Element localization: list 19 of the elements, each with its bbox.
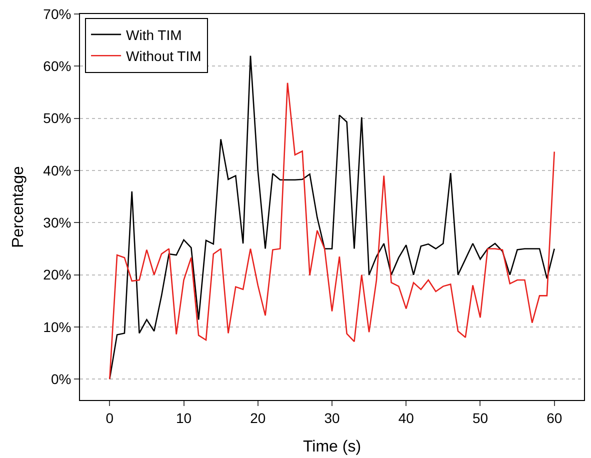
- y-tick-label: 50%: [43, 110, 72, 126]
- x-axis-title: Time (s): [302, 438, 362, 456]
- y-tick-label: 40%: [43, 162, 72, 178]
- legend-label: With TIM: [126, 26, 182, 43]
- y-tick-label: 0%: [50, 371, 72, 388]
- y-axis-title: Percentage: [10, 166, 28, 248]
- x-tick-label: 40: [398, 410, 414, 426]
- x-tick-label: 50: [472, 410, 488, 426]
- y-tick-label: 10%: [43, 318, 72, 335]
- x-tick-label: 20: [250, 410, 266, 426]
- x-tick-label: 10: [176, 410, 192, 426]
- legend-label: Without TIM: [126, 48, 202, 64]
- y-tick-label: 20%: [43, 266, 72, 283]
- x-tick-label: 30: [324, 410, 340, 426]
- y-tick-label: 60%: [43, 58, 72, 74]
- y-tick-label: 70%: [43, 6, 72, 22]
- x-tick-label: 0: [106, 410, 114, 426]
- x-tick-label: 60: [546, 410, 562, 426]
- y-tick-label: 30%: [43, 214, 72, 231]
